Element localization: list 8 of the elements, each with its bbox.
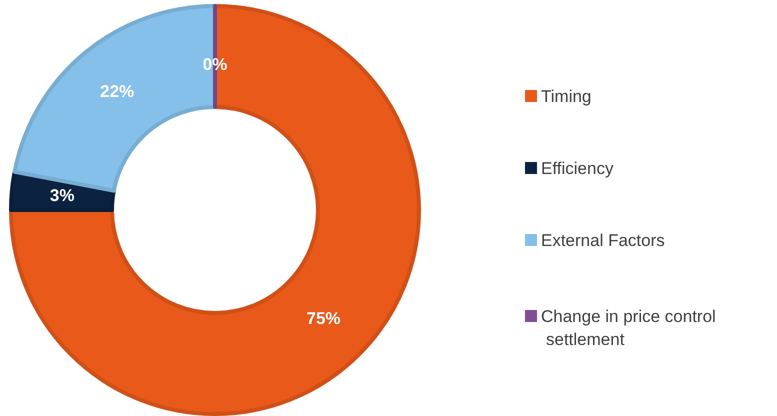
- legend-label: External Factors: [541, 230, 665, 250]
- legend-label: Efficiency: [541, 158, 614, 178]
- text: 0%: [202, 55, 228, 74]
- data-label: 22%: [100, 82, 134, 102]
- data-label: 3%: [50, 186, 74, 206]
- legend-label: Timing: [541, 86, 592, 106]
- legend-label: Change in price control settlement: [541, 306, 716, 348]
- data-label: 75%: [306, 309, 341, 328]
